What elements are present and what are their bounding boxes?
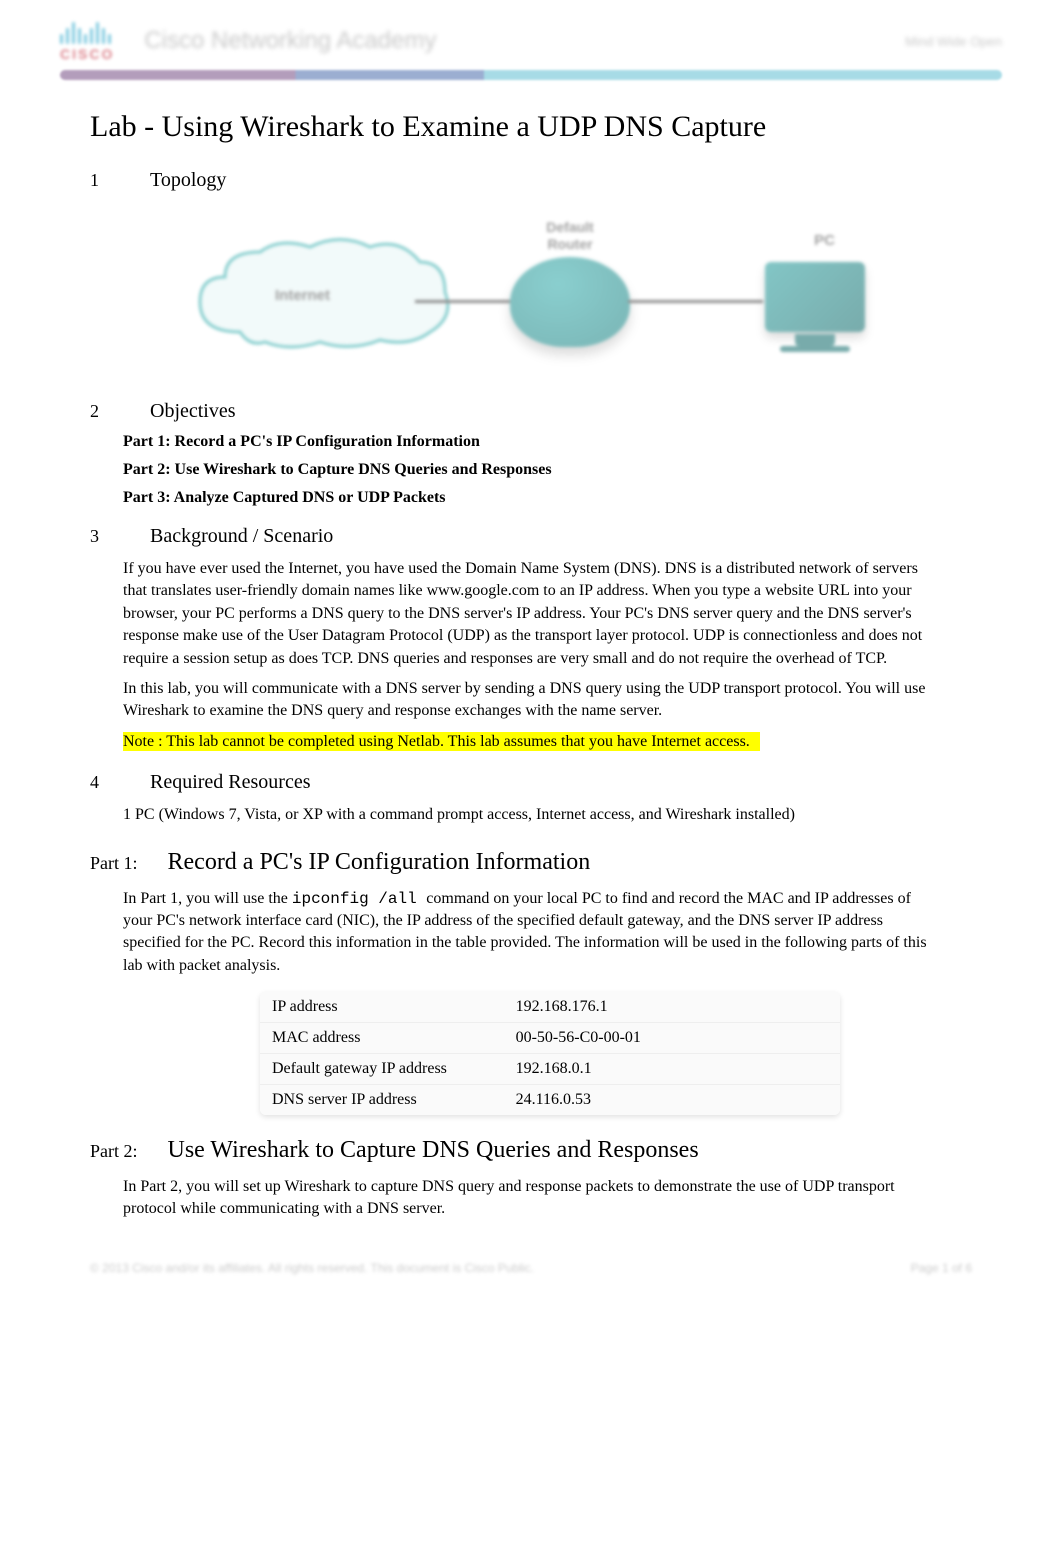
table-cell-value: 00-50-56-C0-00-01 [504, 1023, 840, 1054]
table-row: Default gateway IP address 192.168.0.1 [260, 1054, 840, 1085]
section-heading: Background / Scenario [150, 525, 333, 548]
section-number: 3 [90, 526, 110, 547]
objective-item: Part 1: Record a PC's IP Configuration I… [123, 433, 1002, 451]
section-resources: 4 Required Resources [90, 771, 1002, 794]
section-topology: 1 Topology [90, 169, 1002, 192]
table-row: DNS server IP address 24.116.0.53 [260, 1085, 840, 1115]
background-paragraph: In this lab, you will communicate with a… [123, 678, 933, 723]
highlighted-note: Note : This lab cannot be completed usin… [123, 732, 760, 751]
part-label: Part 2: [90, 1141, 138, 1162]
section-number: 1 [90, 170, 110, 191]
lab-title: Lab - Using Wireshark to Examine a UDP D… [90, 110, 1002, 144]
link-line [628, 300, 763, 303]
table-cell-label: Default gateway IP address [260, 1054, 504, 1085]
part-title: Record a PC's IP Configuration Informati… [168, 849, 591, 876]
intro-text-a: In Part 1, you will use the [123, 890, 292, 907]
objective-item: Part 2: Use Wireshark to Capture DNS Que… [123, 461, 1002, 479]
topology-diagram: Internet Default Router PC [160, 207, 890, 382]
pc-label: PC [814, 232, 835, 249]
document-page: CISCO Cisco Networking Academy Mind Wide… [0, 0, 1062, 1315]
header-tagline: Mind Wide Open [905, 34, 1002, 49]
part-heading-row: Part 1: Record a PC's IP Configuration I… [90, 849, 1002, 876]
command-text: ipconfig /all [292, 890, 426, 908]
brand-color-bar [60, 70, 1002, 80]
table-cell-label: DNS server IP address [260, 1085, 504, 1115]
link-line [415, 300, 515, 303]
section-number: 2 [90, 401, 110, 422]
table-cell-value: 24.116.0.53 [504, 1085, 840, 1115]
section-background: 3 Background / Scenario [90, 525, 1002, 548]
section-heading: Topology [150, 169, 226, 192]
part-label: Part 1: [90, 853, 138, 874]
table-cell-label: IP address [260, 992, 504, 1023]
table-cell-value: 192.168.176.1 [504, 992, 840, 1023]
cisco-bars-icon [60, 20, 114, 44]
ip-config-table: IP address 192.168.176.1 MAC address 00-… [260, 992, 840, 1115]
page-header: CISCO Cisco Networking Academy Mind Wide… [60, 20, 1002, 70]
pc-icon [760, 262, 870, 357]
cisco-wordmark: CISCO [60, 46, 114, 62]
objective-item: Part 3: Analyze Captured DNS or UDP Pack… [123, 489, 1002, 507]
header-left: CISCO Cisco Networking Academy [60, 20, 436, 62]
section-number: 4 [90, 772, 110, 793]
section-objectives: 2 Objectives [90, 400, 1002, 423]
footer-page-number: Page 1 of 6 [911, 1261, 972, 1275]
cisco-logo: CISCO [60, 20, 114, 62]
part2-intro: In Part 2, you will set up Wireshark to … [123, 1176, 933, 1221]
resource-item: 1 PC (Windows 7, Vista, or XP with a com… [123, 804, 933, 826]
router-label: Default Router [530, 219, 610, 253]
background-paragraph: If you have ever used the Internet, you … [123, 558, 933, 670]
table-cell-value: 192.168.0.1 [504, 1054, 840, 1085]
table-row: IP address 192.168.176.1 [260, 992, 840, 1023]
router-icon [510, 257, 630, 347]
part-heading-row: Part 2: Use Wireshark to Capture DNS Que… [90, 1137, 1002, 1164]
section-heading: Objectives [150, 400, 236, 423]
table-row: MAC address 00-50-56-C0-00-01 [260, 1023, 840, 1054]
part1-intro: In Part 1, you will use the ipconfig /al… [123, 888, 933, 978]
page-footer: © 2013 Cisco and/or its affiliates. All … [60, 1261, 1002, 1275]
background-note: Note : This lab cannot be completed usin… [123, 731, 933, 753]
table-cell-label: MAC address [260, 1023, 504, 1054]
part-title: Use Wireshark to Capture DNS Queries and… [168, 1137, 699, 1164]
academy-title: Cisco Networking Academy [144, 27, 436, 55]
footer-copyright: © 2013 Cisco and/or its affiliates. All … [90, 1261, 534, 1275]
section-heading: Required Resources [150, 771, 311, 794]
cloud-label: Internet [275, 287, 330, 304]
